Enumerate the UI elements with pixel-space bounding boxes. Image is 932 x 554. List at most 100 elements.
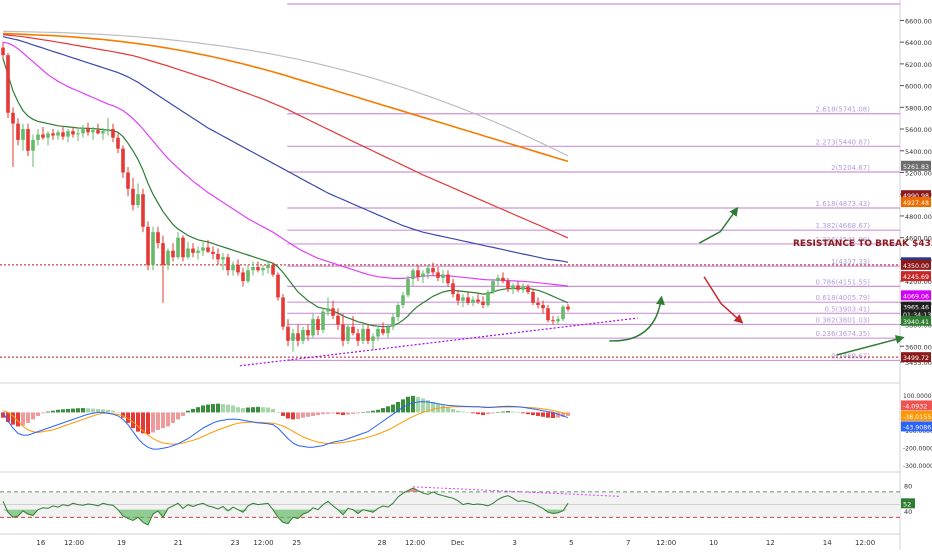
price-badge-text: 4245.69 — [903, 274, 929, 281]
price-tick-label: 6200.00 — [905, 61, 932, 69]
candle-body — [446, 274, 450, 284]
macd-histogram-bar — [466, 412, 470, 413]
candle-body — [301, 329, 305, 341]
price-tick-label: 4800.00 — [905, 213, 932, 221]
candle-body — [526, 286, 530, 292]
candle-body — [406, 278, 410, 296]
macd-histogram-bar — [256, 406, 260, 413]
candle-body — [166, 250, 170, 265]
price-badge — [901, 290, 931, 301]
macd-histogram-bar — [16, 412, 20, 427]
macd-histogram-bar — [496, 412, 500, 413]
candle-body — [206, 247, 210, 252]
candle-body — [501, 277, 505, 282]
candle-body — [346, 326, 350, 341]
candle-body — [321, 311, 325, 330]
rsi-oversold-fill — [303, 509, 308, 515]
candle-body — [161, 243, 165, 265]
macd-histogram-bar — [461, 411, 465, 413]
candle-body — [386, 326, 390, 334]
projection-arrow — [836, 335, 905, 356]
candle-body — [131, 188, 135, 206]
macd-histogram-bar — [331, 412, 335, 414]
macd-histogram-bar — [531, 412, 535, 416]
candle-body — [246, 270, 250, 282]
candle-body — [421, 273, 425, 277]
price-badge-text: 4350.00 — [903, 263, 929, 270]
fib-level-label: 0.236(3674.35) — [816, 330, 871, 338]
time-tick-label: 5 — [569, 539, 573, 547]
macd-histogram-bar — [21, 412, 25, 426]
rsi-tick-label: 40 — [904, 508, 912, 516]
candle-body — [156, 232, 160, 244]
macd-histogram-bar — [121, 412, 125, 418]
fib-level-label: 1(4337.33) — [831, 258, 870, 266]
candle-body — [341, 324, 345, 341]
candle-body — [146, 226, 150, 265]
candle-body — [371, 336, 375, 341]
candle-body — [66, 131, 70, 137]
candle-body — [211, 251, 215, 254]
macd-histogram-bar — [326, 412, 330, 414]
macd-value-badge-text: -43.9086 — [903, 424, 931, 431]
rsi-oversold-fill — [343, 509, 348, 515]
candle-body — [71, 131, 75, 135]
macd-histogram-bar — [276, 412, 280, 413]
time-tick-label: 21 — [174, 539, 183, 547]
price-badge — [901, 315, 931, 326]
macd-histogram-bar — [441, 405, 445, 413]
candle-body — [141, 194, 145, 227]
macd-histogram-bar — [101, 409, 105, 413]
macd-histogram-bar — [36, 412, 40, 416]
time-tick-label: 14 — [823, 539, 832, 547]
candle-body — [151, 232, 155, 265]
candle-body — [181, 237, 185, 258]
price-tick-label: 5400.00 — [905, 148, 932, 156]
macd-histogram-bar — [451, 408, 455, 413]
candle-body — [216, 253, 220, 260]
macd-histogram-bar — [236, 407, 240, 413]
macd-histogram-bar — [386, 406, 390, 413]
rsi-oversold-fill — [288, 509, 293, 524]
candle-body — [296, 333, 300, 341]
macd-histogram-bar — [201, 405, 205, 413]
macd-histogram-bar — [321, 412, 325, 415]
candle-body — [286, 326, 290, 341]
macd-histogram-bar — [26, 412, 30, 423]
macd-histogram-bar — [556, 412, 560, 418]
candle-body — [116, 137, 120, 149]
price-badge-text: 3940.41 — [903, 319, 929, 326]
candle-body — [506, 281, 510, 289]
price-badge-text: 4069.06 — [903, 293, 929, 300]
price-tick-label: 3600.00 — [905, 343, 932, 351]
macd-histogram-bar — [246, 407, 250, 413]
candle-body — [471, 299, 475, 303]
macd-histogram-bar — [456, 410, 460, 413]
price-tick-label: 6000.00 — [905, 83, 932, 91]
candle-body — [516, 285, 520, 290]
candle-body — [221, 257, 225, 260]
macd-histogram-bar — [416, 397, 420, 413]
price-tick-label: 6400.00 — [905, 39, 932, 47]
price-badge-text: 01:34:13 — [903, 312, 931, 319]
candle-body — [276, 274, 280, 298]
macd-histogram-bar — [116, 412, 120, 413]
fib-level-label: 1.382(4668.67) — [816, 222, 871, 230]
candle-body — [6, 55, 10, 113]
candle-body — [86, 129, 90, 133]
candle-body — [281, 297, 285, 327]
time-tick-label: 12:00 — [253, 539, 273, 547]
candle-body — [486, 291, 490, 306]
time-tick-label: 19 — [117, 539, 126, 547]
rsi-oversold-fill — [278, 509, 283, 523]
fib-level-label: 1.618(4873.43) — [816, 200, 871, 208]
price-tick-label: 5600.00 — [905, 126, 932, 134]
macd-histogram-bar — [166, 412, 170, 427]
macd-histogram-bar — [71, 408, 75, 413]
macd-histogram-bar — [341, 412, 345, 416]
time-tick-label: 12 — [766, 539, 775, 547]
price-tick-label: 5800.00 — [905, 104, 932, 112]
fib-level-label: 2(5204.67) — [831, 164, 870, 172]
